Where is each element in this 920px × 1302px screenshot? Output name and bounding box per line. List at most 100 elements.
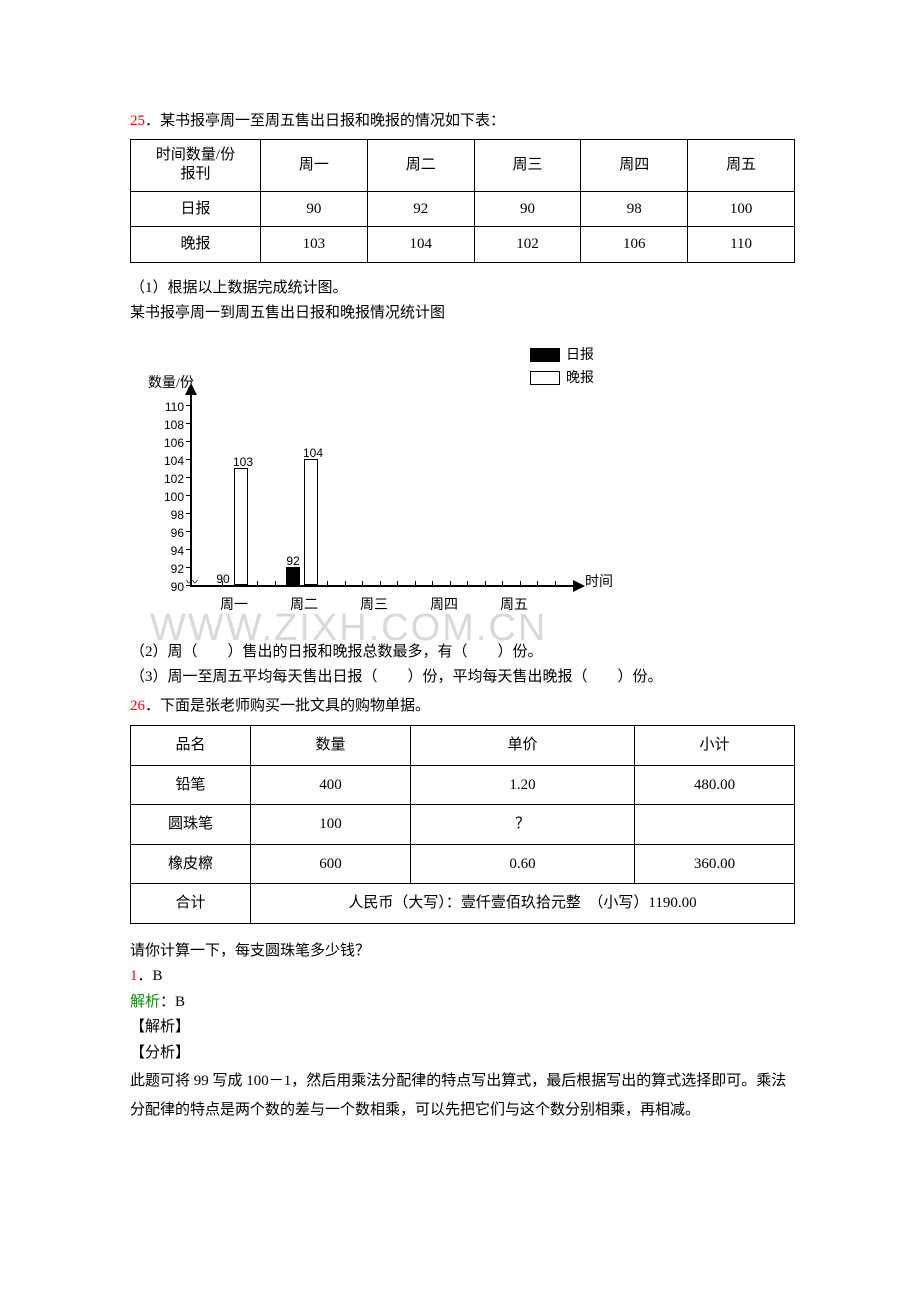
cell: 360.00	[635, 844, 795, 884]
y-tick	[186, 549, 192, 550]
x-tick	[397, 581, 398, 587]
cell	[635, 805, 795, 845]
x-tick	[415, 581, 416, 587]
y-tick-label: 102	[156, 470, 184, 488]
cell: 品名	[131, 726, 251, 766]
tbl-hdr-c1: 周一	[261, 139, 368, 191]
x-tick	[485, 581, 486, 587]
cell: ？	[411, 805, 635, 845]
cell: 600	[251, 844, 411, 884]
table-row: 合计 人民币（大写）：壹仟壹佰玖拾元整 （小写）1190.00	[131, 884, 795, 924]
q25-p2: （2）周（ ）售出的日报和晚报总数最多，有（ ）份。	[130, 641, 795, 664]
bar-eve	[304, 459, 318, 585]
x-label: 周二	[274, 595, 334, 616]
x-label: 周五	[484, 595, 544, 616]
cell: 100	[688, 191, 795, 227]
cell: 110	[688, 227, 795, 263]
y-tick-label: 98	[156, 506, 184, 524]
x-tick	[520, 581, 521, 587]
q25-chart: 日报晚报数量/份时间〰9092949698100102104106108110周…	[130, 337, 690, 637]
y-tick	[186, 495, 192, 496]
cell: 铅笔	[131, 765, 251, 805]
jiexi-h2: 【分析】	[130, 1042, 795, 1065]
y-tick-label: 90	[156, 578, 184, 596]
tbl-hdr-corner: 时间数量/份 报刊	[131, 139, 261, 191]
y-tick	[186, 459, 192, 460]
axis-break: 〰	[186, 573, 198, 591]
bar-label: 103	[228, 453, 258, 471]
cell: 晚报	[131, 227, 261, 263]
y-tick	[186, 405, 192, 406]
cell: 小计	[635, 726, 795, 766]
y-tick	[186, 423, 192, 424]
cell: 数量	[251, 726, 411, 766]
bar-label: 104	[298, 444, 328, 462]
answer-line: 1．B	[130, 965, 795, 988]
q25-p1: （1）根据以上数据完成统计图。	[130, 277, 795, 300]
cell: 104	[367, 227, 474, 263]
x-tick	[275, 581, 276, 587]
cell: 单价	[411, 726, 635, 766]
cell: 人民币（大写）：壹仟壹佰玖拾元整 （小写）1190.00	[251, 884, 795, 924]
q25-chart-title: 某书报亭周一到周五售出日报和晚报情况统计图	[130, 302, 795, 325]
y-tick	[186, 441, 192, 442]
jiexi-val: ：B	[160, 994, 185, 1010]
x-axis-label: 时间	[585, 572, 613, 593]
x-tick	[345, 581, 346, 587]
q25-intro-text: ．某书报亭周一至周五售出日报和晚报的情况如下表：	[145, 113, 505, 129]
cell: 100	[251, 805, 411, 845]
y-tick-label: 104	[156, 452, 184, 470]
table-row: 橡皮檫 600 0.60 360.00	[131, 844, 795, 884]
jiexi-h1: 【解析】	[130, 1016, 795, 1039]
y-tick-label: 92	[156, 560, 184, 578]
q26-tail: 请你计算一下，每支圆珠笔多少钱？	[130, 940, 795, 963]
q26-intro: 26．下面是张老师购买一批文具的购物单据。	[130, 695, 795, 718]
x-label: 周一	[204, 595, 264, 616]
y-tick	[186, 477, 192, 478]
jiexi-line: 解析：B	[130, 991, 795, 1014]
chart-legend: 日报晚报	[530, 345, 594, 391]
q26-table: 品名 数量 单价 小计 铅笔 400 1.20 480.00 圆珠笔 100 ？…	[130, 725, 795, 924]
y-tick-label: 108	[156, 416, 184, 434]
q25-number: 25	[130, 113, 145, 129]
cell: 102	[474, 227, 581, 263]
cell: 400	[251, 765, 411, 805]
cell: 106	[581, 227, 688, 263]
table-row: 品名 数量 单价 小计	[131, 726, 795, 766]
table-row: 铅笔 400 1.20 480.00	[131, 765, 795, 805]
x-tick	[537, 581, 538, 587]
bar-eve	[234, 468, 248, 585]
cell: 1.20	[411, 765, 635, 805]
cell: 92	[367, 191, 474, 227]
y-tick	[186, 531, 192, 532]
tbl-hdr-c2: 周二	[367, 139, 474, 191]
y-tick-label: 106	[156, 434, 184, 452]
y-tick-label: 110	[156, 398, 184, 416]
jiexi-label: 解析	[130, 994, 160, 1010]
cell: 0.60	[411, 844, 635, 884]
y-axis	[190, 392, 192, 587]
x-tick	[257, 581, 258, 587]
q26-intro-text: ．下面是张老师购买一批文具的购物单据。	[145, 698, 430, 714]
y-tick-label: 96	[156, 524, 184, 542]
x-tick	[450, 581, 451, 587]
q25-intro: 25．某书报亭周一至周五售出日报和晚报的情况如下表：	[130, 110, 795, 133]
x-axis	[190, 585, 575, 587]
cell: 98	[581, 191, 688, 227]
cell: 圆珠笔	[131, 805, 251, 845]
tbl-hdr-c3: 周三	[474, 139, 581, 191]
tbl-hdr-c5: 周五	[688, 139, 795, 191]
q25-table: 时间数量/份 报刊 周一 周二 周三 周四 周五 日报 90 92 90 98 …	[130, 139, 795, 263]
ans-num: 1	[130, 968, 138, 984]
cell: 90	[261, 191, 368, 227]
y-tick	[186, 513, 192, 514]
x-tick	[380, 581, 381, 587]
jiexi-body: 此题可将 99 写成 100－1，然后用乘法分配律的特点写出算式，最后根据写出的…	[130, 1067, 795, 1124]
tbl-hdr-c4: 周四	[581, 139, 688, 191]
q25-p3: （3）周一至周五平均每天售出日报（ ）份，平均每天售出晚报（ ）份。	[130, 666, 795, 689]
ans-a: ．B	[138, 968, 163, 984]
y-tick-label: 94	[156, 542, 184, 560]
cell: 103	[261, 227, 368, 263]
cell: 480.00	[635, 765, 795, 805]
table-row: 日报 90 92 90 98 100	[131, 191, 795, 227]
